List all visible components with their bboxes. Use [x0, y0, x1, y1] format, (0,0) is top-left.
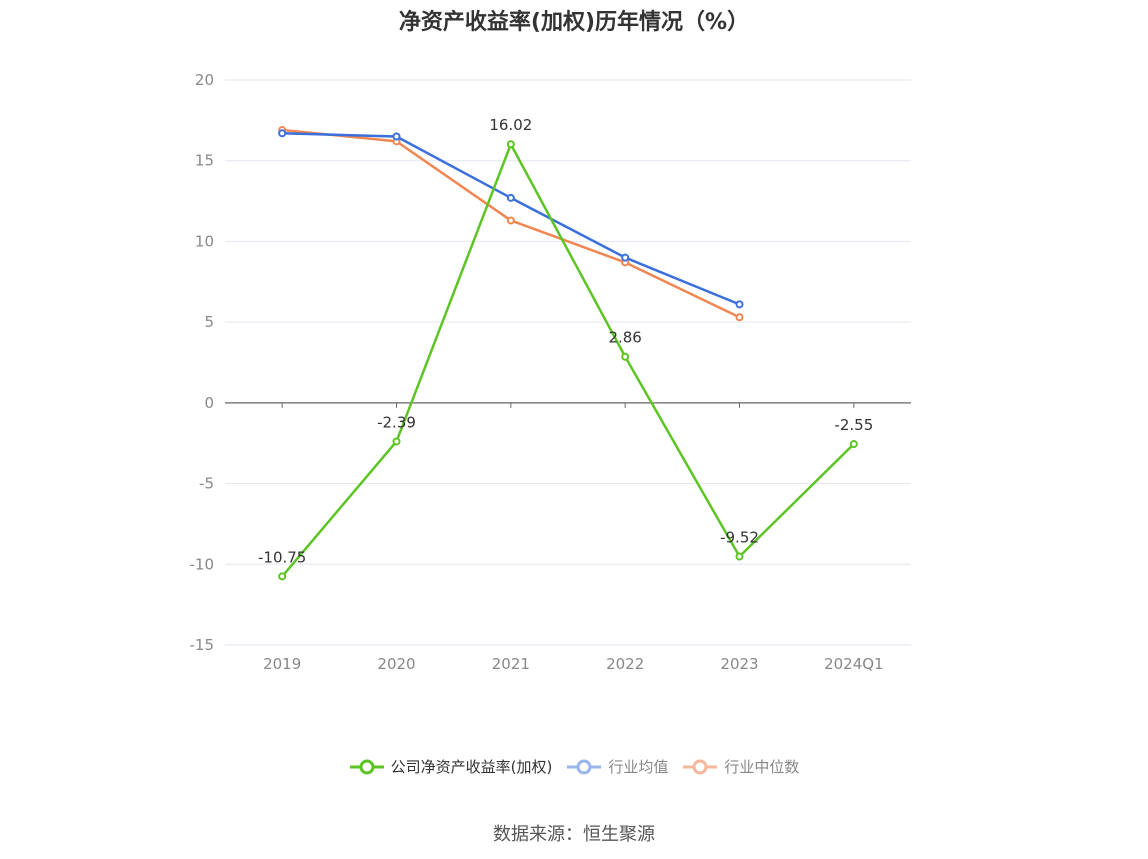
data-point[interactable] — [849, 440, 858, 449]
legend-marker-icon — [567, 759, 602, 774]
x-tick-label: 2019 — [263, 655, 301, 673]
x-tick-label: 2024Q1 — [824, 655, 884, 673]
series-lines — [278, 126, 858, 581]
legend-label-company: 公司净资产收益率(加权) — [390, 758, 553, 776]
legend-label-industry-mean: 行业均值 — [608, 758, 669, 776]
data-point[interactable] — [506, 216, 515, 225]
data-point[interactable] — [735, 313, 744, 322]
data-point[interactable] — [621, 352, 630, 361]
y-tick-label: 15 — [195, 152, 214, 170]
y-tick-label: 0 — [204, 394, 214, 412]
legend-item-industry-median[interactable]: 行业中位数 — [682, 756, 799, 777]
y-tick-label: -15 — [190, 636, 215, 654]
data-label: 16.02 — [489, 116, 532, 134]
data-label: -2.55 — [834, 416, 873, 434]
data-point[interactable] — [278, 129, 287, 138]
y-tick-label: -5 — [199, 475, 214, 493]
grid-lines — [225, 79, 911, 646]
legend: 公司净资产收益率(加权) 行业均值 行业中位数 — [0, 756, 1148, 777]
legend-item-company[interactable]: 公司净资产收益率(加权) — [349, 756, 553, 777]
data-point[interactable] — [506, 140, 515, 149]
data-label: 2.86 — [608, 329, 641, 347]
data-labels: -10.75 -2.39 16.02 2.86 -9.52 -2.55 — [258, 116, 873, 566]
data-point[interactable] — [506, 193, 515, 202]
data-point[interactable] — [735, 300, 744, 309]
data-label: -10.75 — [258, 548, 306, 566]
data-label: -9.52 — [720, 529, 759, 547]
chart-title: 净资产收益率(加权)历年情况（%） — [398, 10, 750, 35]
legend-marker-icon — [683, 759, 718, 774]
x-tick-label: 2023 — [720, 655, 758, 673]
x-tick-label: 2021 — [492, 655, 530, 673]
data-label: -2.39 — [377, 413, 416, 431]
data-point[interactable] — [735, 552, 744, 561]
x-tick-label: 2020 — [377, 655, 415, 673]
legend-label-industry-median: 行业中位数 — [724, 758, 800, 776]
data-source: 数据来源：恒生聚源 — [493, 824, 655, 845]
data-point[interactable] — [278, 572, 287, 581]
data-point[interactable] — [392, 132, 401, 141]
x-axis: -15 -10 -5 0 5 10 15 20 2019 2020 2021 2022 2023 2024… — [190, 71, 911, 673]
data-point[interactable] — [392, 437, 401, 446]
series-line-0 — [281, 142, 855, 578]
y-tick-label: 20 — [195, 71, 214, 89]
data-point[interactable] — [621, 253, 630, 262]
legend-marker-icon — [349, 759, 384, 774]
legend-item-industry-mean[interactable]: 行业均值 — [566, 756, 668, 777]
y-tick-label: 5 — [204, 313, 214, 331]
chart-plot: -15 -10 -5 0 5 10 15 20 2019 2020 2021 2022 2023 2024… — [190, 71, 911, 673]
x-tick-label: 2022 — [606, 655, 644, 673]
y-tick-label: 10 — [195, 232, 214, 250]
y-tick-label: -10 — [190, 555, 215, 573]
